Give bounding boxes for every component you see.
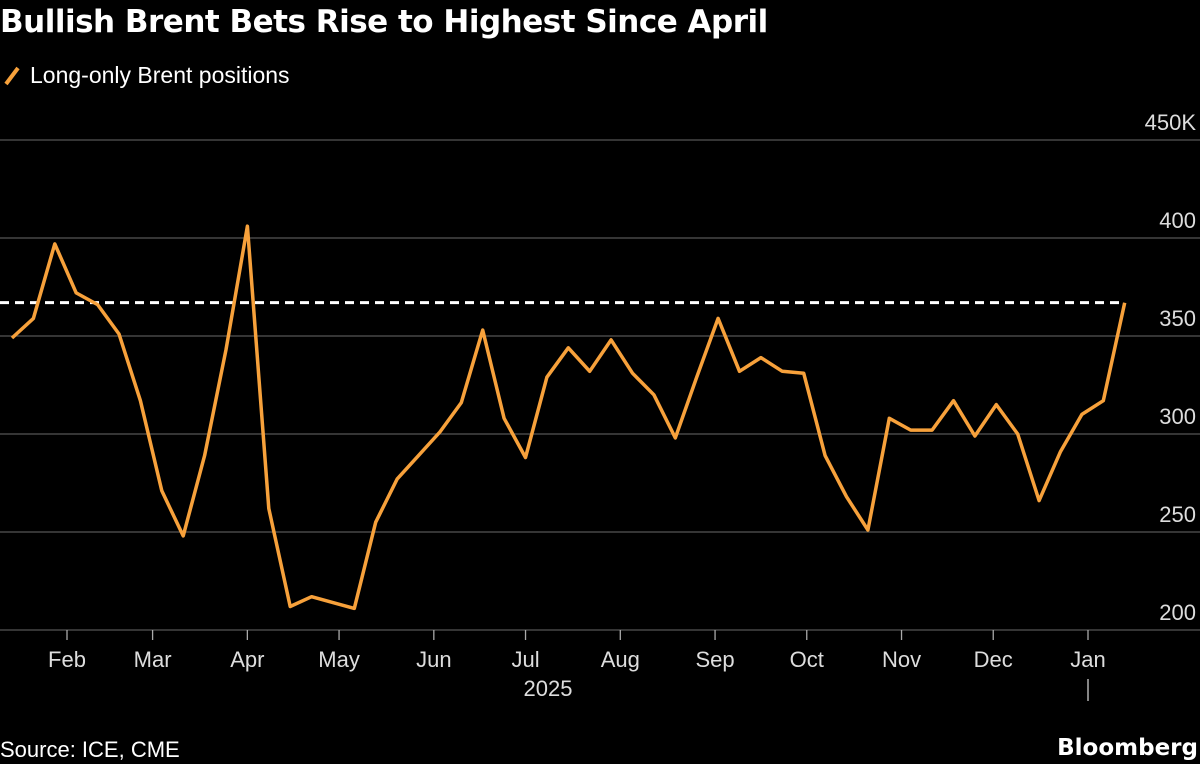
x-tick-label: Jun [416,647,451,672]
y-tick-label: 400 [1159,208,1196,233]
series-line [10,224,1127,611]
source-note: Source: ICE, CME [0,737,180,762]
x-tick-label: May [318,647,360,672]
legend-line-icon [4,66,20,85]
x-tick-label: Jan [1070,647,1105,672]
x-tick-label: Jul [511,647,539,672]
y-tick-label: 450K [1145,110,1197,135]
legend: Long-only Brent positions [4,62,290,89]
y-tick-label: 350 [1159,306,1196,331]
bloomberg-logo: Bloomberg [1057,735,1198,761]
x-tick-label: Aug [601,647,640,672]
year-label: 2025 [524,676,573,701]
y-tick-label: 250 [1159,502,1196,527]
chart-title: Bullish Brent Bets Rise to Highest Since… [0,4,768,40]
x-tick-label: Apr [230,647,264,672]
x-tick-label: Dec [974,647,1013,672]
y-tick-label: 200 [1159,600,1196,625]
x-tick-label: Oct [790,647,824,672]
legend-label: Long-only Brent positions [30,62,290,88]
x-tick-label: Mar [134,647,172,672]
x-tick-label: Sep [695,647,734,672]
x-tick-label: Nov [882,647,921,672]
y-tick-label: 300 [1159,404,1196,429]
x-tick-label: Feb [48,647,86,672]
